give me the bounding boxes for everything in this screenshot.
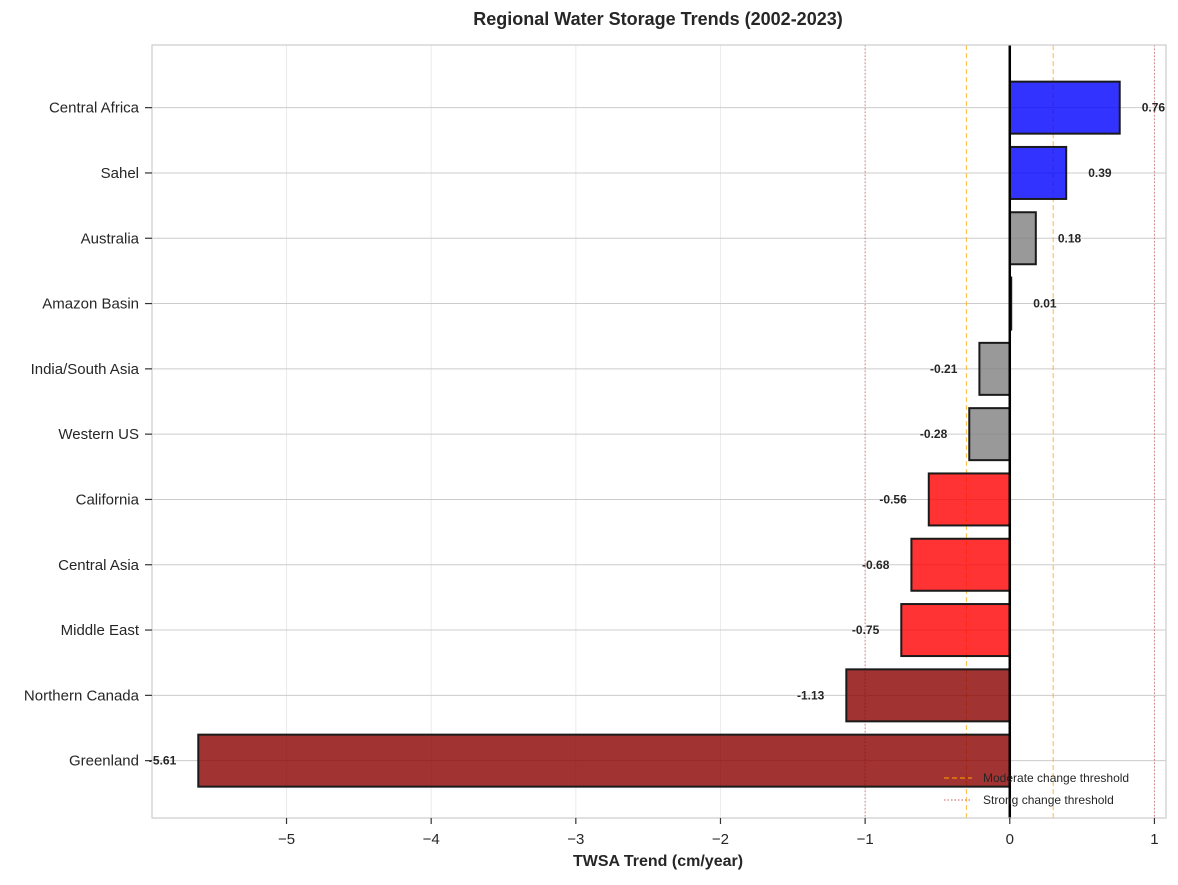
data-label: 0.76 [1142, 101, 1166, 115]
bar [978, 341, 1011, 396]
x-tick-label: −2 [712, 831, 729, 848]
legend: Moderate change threshold Strong change t… [944, 771, 1129, 807]
category-label: Amazon Basin [42, 296, 139, 313]
x-tick-label: 0 [1006, 831, 1014, 848]
data-labels: 0.76 0.39 0.18 0.01 -0.21 -0.28 -0.56 -0.68 -0.7… [149, 101, 1165, 768]
category-label: Australia [81, 230, 140, 247]
data-label: -1.13 [797, 688, 825, 702]
legend-entry: Strong change threshold [983, 793, 1114, 807]
category-label: California [76, 491, 140, 508]
x-tick-label: −4 [423, 831, 440, 848]
x-axis-label: TWSA Trend (cm/year) [573, 853, 743, 870]
bar [927, 472, 1011, 527]
legend-entry: Moderate change threshold [983, 771, 1129, 785]
data-label: 0.18 [1058, 231, 1082, 245]
chart-title: Regional Water Storage Trends (2002-2023… [473, 9, 842, 29]
data-label: 0.39 [1088, 166, 1112, 180]
plot-frame [151, 44, 1167, 819]
category-label: Northern Canada [24, 687, 140, 704]
data-label: -0.28 [920, 427, 948, 441]
category-label: Greenland [69, 753, 139, 770]
axes: Central Africa Sahel Australia Amazon Basin… [24, 44, 1167, 848]
category-label: Central Asia [58, 557, 140, 574]
category-label: Western US [58, 426, 139, 443]
x-tick-label: 1 [1150, 831, 1158, 848]
category-label: Sahel [101, 165, 139, 182]
x-tick-label: −3 [567, 831, 584, 848]
bar [845, 668, 1011, 723]
category-label: Middle East [61, 622, 140, 639]
bars [197, 80, 1121, 788]
bar [968, 407, 1011, 462]
bar [197, 733, 1011, 788]
bar [910, 537, 1011, 592]
data-label: 0.01 [1033, 297, 1057, 311]
data-label: -0.68 [862, 558, 890, 572]
category-label: India/South Asia [31, 361, 140, 378]
bar [1008, 80, 1121, 135]
bar [1008, 211, 1037, 266]
bar [1008, 145, 1068, 200]
data-label: -0.21 [930, 362, 958, 376]
category-label: Central Africa [49, 100, 140, 117]
x-tick-label: −1 [857, 831, 874, 848]
bar [900, 603, 1011, 658]
x-tick-label: −5 [278, 831, 295, 848]
data-label: -5.61 [149, 754, 177, 768]
data-label: -0.75 [852, 623, 880, 637]
data-label: -0.56 [879, 492, 907, 506]
